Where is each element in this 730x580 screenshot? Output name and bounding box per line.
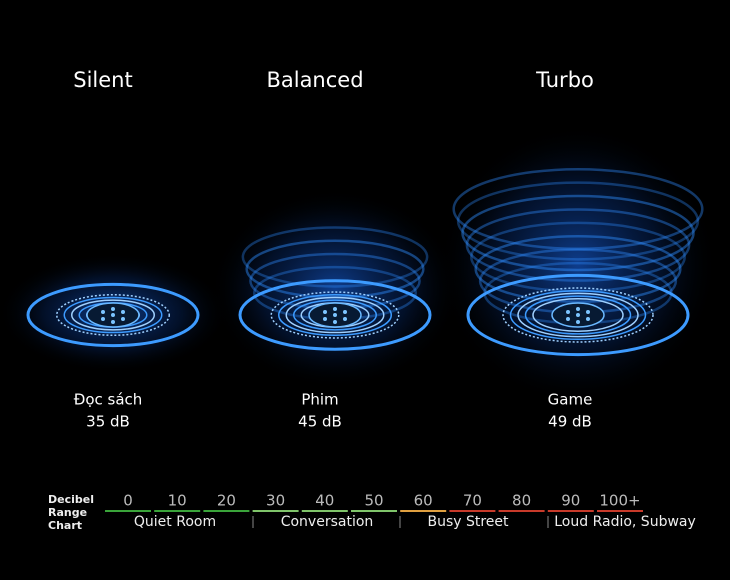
scale-tick: 50 bbox=[364, 492, 383, 510]
fan-glow bbox=[210, 189, 460, 389]
fan-dot bbox=[586, 310, 590, 314]
fan-ring bbox=[270, 291, 400, 339]
scale-title: Chart bbox=[48, 519, 82, 532]
activity: Đọc sách bbox=[74, 391, 143, 409]
fan-glow bbox=[438, 125, 718, 405]
fan-ring bbox=[524, 295, 632, 335]
scale-tick: 0 bbox=[123, 492, 133, 510]
fan-dot bbox=[101, 317, 105, 321]
scale-tick: 80 bbox=[512, 492, 531, 510]
fan-ring bbox=[293, 299, 377, 331]
fan-ring bbox=[26, 282, 200, 348]
noise-level: 49 dB bbox=[548, 413, 592, 431]
fans bbox=[0, 125, 718, 405]
scale-tick: 100+ bbox=[599, 492, 640, 510]
fan-dot bbox=[121, 310, 125, 314]
airflow-ring bbox=[456, 181, 700, 261]
range-label: Loud Radio, Subway bbox=[554, 514, 696, 530]
fan bbox=[438, 125, 718, 405]
fan-dot bbox=[111, 320, 115, 324]
fan-dot bbox=[343, 317, 347, 321]
range-label: Conversation bbox=[281, 514, 374, 530]
fan-dot bbox=[576, 307, 580, 311]
fan-ring bbox=[509, 289, 647, 341]
mode-name: Balanced bbox=[266, 68, 363, 92]
fan-dot bbox=[101, 310, 105, 314]
airflow-ring bbox=[461, 194, 695, 272]
fan bbox=[0, 253, 228, 373]
fan-dot bbox=[566, 310, 570, 314]
fan-dot bbox=[111, 307, 115, 311]
airflow-ring bbox=[465, 208, 691, 282]
labels: Silent Đọc sách 35 dB Balanced Phim 45 dB Turb… bbox=[48, 68, 696, 532]
scale-tick: 60 bbox=[414, 492, 433, 510]
airflow-ring bbox=[452, 167, 704, 251]
activity: Phim bbox=[301, 391, 338, 409]
scale-tick: 10 bbox=[168, 492, 187, 510]
fan-dot bbox=[576, 320, 580, 324]
scale-tick: 30 bbox=[266, 492, 285, 510]
scale-title: Range bbox=[48, 506, 87, 519]
fan-dot bbox=[323, 317, 327, 321]
fan-dot bbox=[343, 310, 347, 314]
scale-tick: 70 bbox=[463, 492, 482, 510]
range-label: Quiet Room bbox=[134, 514, 216, 530]
fan-dot bbox=[323, 310, 327, 314]
scale-tick: 20 bbox=[217, 492, 236, 510]
mode-name: Turbo bbox=[535, 68, 594, 92]
scale-title: Decibel bbox=[48, 493, 94, 506]
fan-ring bbox=[63, 296, 163, 334]
fan-ring bbox=[71, 299, 155, 331]
fan-ring bbox=[238, 279, 432, 351]
fan-dot bbox=[333, 313, 337, 317]
noise-level: 45 dB bbox=[298, 413, 342, 431]
fan-dot bbox=[121, 317, 125, 321]
airflow-ring bbox=[474, 235, 682, 303]
fan-dot bbox=[111, 313, 115, 317]
airflow-ring bbox=[241, 226, 429, 288]
range-label: Busy Street bbox=[427, 514, 509, 530]
fan-dot bbox=[333, 307, 337, 311]
scale-tick: 40 bbox=[315, 492, 334, 510]
fan-ring bbox=[502, 287, 654, 343]
mode-name: Silent bbox=[73, 68, 132, 92]
fan bbox=[210, 189, 460, 389]
fan-ring bbox=[532, 298, 624, 332]
fan-dot bbox=[566, 317, 570, 321]
fan-ring bbox=[278, 294, 392, 336]
noise-level: 35 dB bbox=[86, 413, 130, 431]
fan-dot bbox=[333, 320, 337, 324]
fan-ring bbox=[517, 292, 639, 338]
scale-tick: 90 bbox=[561, 492, 580, 510]
fan-ring bbox=[285, 296, 385, 334]
fan-dot bbox=[576, 313, 580, 317]
activity: Game bbox=[548, 391, 593, 409]
fan-dot bbox=[586, 317, 590, 321]
fan-ring bbox=[56, 294, 170, 336]
fan-ring bbox=[466, 273, 690, 357]
